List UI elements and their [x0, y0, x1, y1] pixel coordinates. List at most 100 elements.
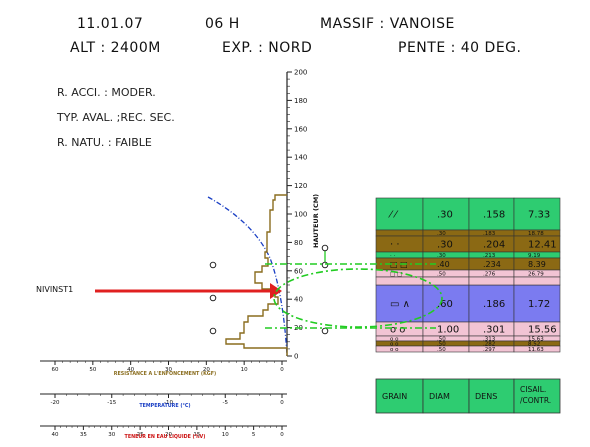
- legend-cis-line: /CONTR.: [520, 396, 551, 405]
- layer-cell: [513, 284, 561, 323]
- layer-dens: .204: [483, 240, 505, 251]
- height-tick-label: 160: [294, 125, 307, 133]
- height-tick-label: 200: [294, 69, 307, 77]
- layer-diam: .50: [437, 347, 446, 353]
- accidental-risk: R. ACCI. : MODER.: [57, 86, 156, 99]
- layer-diam: .30: [437, 210, 453, 221]
- layer-cell: [422, 251, 470, 259]
- layer-dens: .213: [483, 253, 496, 259]
- header-exposition: EXP. : NORD: [222, 40, 313, 56]
- bottom-axis-tick-label: 60: [52, 367, 59, 373]
- water-content-point: [209, 294, 217, 302]
- bottom-axis-tick-label: 20: [203, 367, 210, 373]
- layer-cell: [513, 345, 561, 353]
- layer-cis: 15.63: [528, 336, 544, 342]
- bottom-axis-tick-label: 0: [280, 367, 284, 373]
- bottom-axis-label: RESISTANCE A L'ENFONCEMENT (KGF): [114, 371, 216, 377]
- height-tick-label: 100: [294, 211, 307, 219]
- legend-grain-cell: [375, 378, 424, 414]
- layer-dens: .276: [483, 271, 496, 277]
- layer-dens: .282: [483, 341, 495, 347]
- layer-cell: [375, 345, 424, 353]
- layer-diam: .50: [437, 271, 446, 277]
- height-tick-label: 120: [294, 182, 307, 190]
- legend-diam: DIAM: [429, 392, 450, 401]
- height-axis-label: HAUTEUR (CM): [312, 194, 320, 248]
- bottom-axis-tick-label: 40: [52, 432, 59, 438]
- layer-dens: .158: [483, 210, 505, 221]
- layer-dens: .301: [483, 325, 505, 336]
- height-tick-label: 40: [294, 296, 303, 304]
- avalanche-type: TYP. AVAL. ;REC. SEC.: [57, 111, 175, 124]
- water-content-point: [209, 327, 217, 335]
- bottom-axis-tick-label: 10: [222, 432, 229, 438]
- height-tick-label: 80: [294, 239, 303, 247]
- bottom-axis-tick-label: 30: [108, 432, 115, 438]
- bottom-axis-tick-label: 0: [280, 400, 284, 406]
- bottom-axis-tick-label: 5: [252, 432, 256, 438]
- natural-risk: R. NATU. : FAIBLE: [57, 136, 152, 149]
- layer-cis: 12.41: [528, 240, 557, 251]
- layer-cell: [422, 197, 470, 231]
- stability-marker-point: [321, 244, 329, 252]
- layer-cell: [422, 340, 470, 347]
- layer-grain-symbol: · ·: [390, 240, 400, 251]
- layer-cis: 7.33: [528, 210, 550, 221]
- layer-cell: [375, 229, 424, 237]
- bottom-axis-tick-label: 40: [127, 367, 134, 373]
- height-tick-label: 180: [294, 97, 307, 105]
- layer-table: ⁄ ⁄ .30 .158 7.33 .30 .183 18.78 · · .30 .204 12.4…: [375, 197, 561, 353]
- layer-grain-symbol: ⁄ ⁄: [388, 210, 399, 221]
- bottom-axis-tick-label: 50: [89, 367, 96, 373]
- legend-diam-cell: [422, 378, 470, 414]
- legend-cis-cell: [513, 378, 561, 414]
- bottom-axis-tick-label: -10: [164, 400, 173, 406]
- layer-grain-symbol: □ □: [390, 260, 408, 269]
- layer-diam: .30: [437, 253, 446, 259]
- legend-dens: DENS: [475, 392, 497, 401]
- legend-cis-line: CISAIL.: [520, 385, 546, 394]
- layer-cell: [375, 251, 424, 259]
- layer-cell: [375, 335, 424, 342]
- temperature-profile-curve: [207, 196, 288, 357]
- legend-cis: CISAIL. /CONTR.: [520, 385, 551, 405]
- legend-dens-cell: [468, 378, 515, 414]
- water-content-point: [209, 261, 217, 269]
- layer-cis: 8.52: [528, 341, 540, 347]
- layer-cell: [422, 269, 470, 278]
- stability-marker-point: [321, 261, 329, 269]
- layer-dens: .183: [483, 231, 496, 237]
- layer-grain-symbol: o o: [390, 347, 399, 353]
- layer-dens: .297: [483, 347, 496, 353]
- header-hour: 06 H: [205, 16, 240, 32]
- ram-resistance-profile: [225, 194, 288, 356]
- header-altitude: ALT : 2400M: [70, 40, 161, 56]
- bottom-axis-tick-label: -15: [107, 400, 116, 406]
- layer-cis: 8.39: [528, 260, 546, 269]
- layer-cell: [375, 197, 424, 231]
- bottom-axis-tick-label: 35: [80, 432, 87, 438]
- bottom-axis-tick-label: 15: [193, 432, 200, 438]
- height-tick-label: 140: [294, 154, 307, 162]
- bottom-axis-tick-label: -5: [223, 400, 229, 406]
- nivinst-label: NIVINST1: [36, 285, 73, 294]
- legend-grain: GRAIN: [382, 392, 407, 401]
- bottom-axis-tick-label: 20: [165, 432, 172, 438]
- bottom-axis-label: TENEUR EN EAU LIQUIDE (%V): [125, 434, 206, 440]
- layer-cis: 15.56: [528, 325, 557, 336]
- layer-grain-symbol: · ·: [390, 253, 395, 259]
- layer-diam: .50: [437, 341, 446, 347]
- layer-cis: 26.79: [528, 271, 544, 277]
- bottom-axis-tick-label: 0: [280, 432, 284, 438]
- layer-dens: .186: [483, 299, 505, 310]
- bottom-axis-tick-label: 25: [137, 432, 144, 438]
- layer-cis: 1.72: [528, 299, 550, 310]
- layer-cell-gap: [468, 276, 515, 286]
- bottom-axis-tick-label: 10: [241, 367, 248, 373]
- bottom-axis-label: TEMPERATURE (°C): [139, 403, 190, 409]
- header-date: 11.01.07: [77, 16, 144, 32]
- layer-cell: [375, 340, 424, 347]
- layer-diam: .30: [437, 240, 453, 251]
